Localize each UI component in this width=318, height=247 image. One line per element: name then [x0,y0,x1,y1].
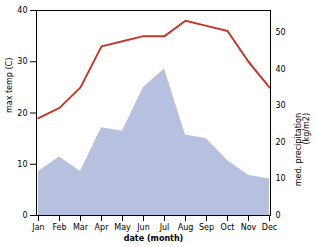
svg-text:30: 30 [17,57,27,66]
svg-text:10: 10 [17,160,27,169]
svg-text:40: 40 [17,6,27,15]
svg-text:Apr: Apr [95,223,110,232]
svg-text:Jan: Jan [31,223,44,232]
svg-text:40: 40 [276,65,286,74]
svg-text:Jun: Jun [136,223,150,232]
svg-text:20: 20 [17,109,27,118]
svg-text:50: 50 [276,28,286,37]
svg-text:Jul: Jul [159,223,170,232]
svg-text:Nov: Nov [241,223,257,232]
svg-text:Sep: Sep [199,223,214,232]
svg-text:Dec: Dec [262,223,277,232]
svg-text:10: 10 [276,174,286,183]
svg-text:20: 20 [276,138,286,147]
svg-text:Oct: Oct [221,223,235,232]
svg-text:0: 0 [276,211,281,220]
svg-text:Mar: Mar [73,223,89,232]
svg-text:date (month): date (month) [124,234,184,243]
svg-text:med. precipitation(kg/m2): med. precipitation(kg/m2) [294,113,311,186]
svg-text:Aug: Aug [178,223,194,232]
svg-text:May: May [114,223,131,232]
svg-text:30: 30 [276,101,286,110]
svg-text:Feb: Feb [52,223,66,232]
svg-text:0: 0 [22,211,27,220]
svg-text:max temp (C): max temp (C) [5,58,14,113]
